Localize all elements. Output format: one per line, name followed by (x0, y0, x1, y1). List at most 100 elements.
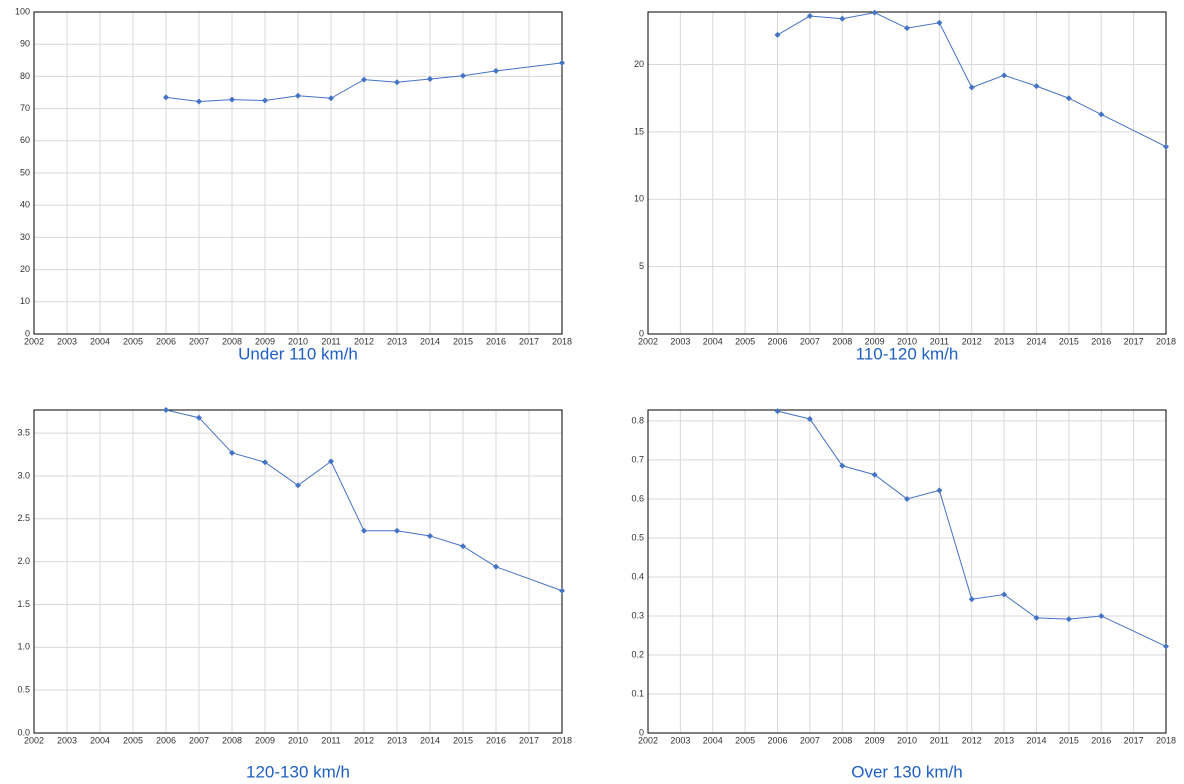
chart-title: Over 130 km/h (851, 762, 963, 781)
data-point (904, 25, 910, 32)
x-tick-label: 2013 (387, 735, 407, 745)
data-point (163, 407, 169, 413)
x-tick-label: 2007 (800, 735, 820, 745)
y-tick-label: 0.8 (631, 415, 644, 425)
x-tick-label: 2010 (288, 336, 308, 346)
x-tick-label: 2016 (1091, 336, 1111, 346)
x-tick-label: 2013 (994, 336, 1014, 346)
x-tick-label: 2012 (354, 735, 374, 745)
y-tick-label: 1.5 (17, 599, 30, 609)
data-line (165, 62, 563, 103)
data-point (1065, 95, 1072, 102)
x-tick-label: 2010 (897, 735, 917, 745)
data-point (493, 563, 499, 570)
plot-frame (647, 409, 1167, 734)
y-tick-label: 15 (634, 126, 644, 136)
x-tick-label: 2005 (123, 735, 143, 745)
x-tick-label: 2009 (255, 735, 275, 745)
y-tick-label: 0.4 (631, 571, 644, 581)
y-tick-label: 0.0 (17, 727, 30, 737)
data-point (1098, 612, 1105, 619)
x-tick-label: 2011 (930, 735, 949, 745)
y-tick-label: 40 (20, 200, 30, 210)
x-tick-label: 2009 (865, 336, 885, 346)
x-tick-label: 2018 (1156, 336, 1176, 346)
x-tick-label: 2006 (156, 735, 176, 745)
x-tick-label: 2016 (486, 735, 506, 745)
data-point (871, 9, 878, 16)
x-tick-label: 2002 (24, 735, 44, 745)
y-tick-label: 3.5 (17, 428, 30, 438)
x-tick-label: 2017 (519, 336, 539, 346)
x-tick-label: 2017 (519, 735, 539, 745)
y-tick-label: 70 (20, 103, 30, 113)
plot-frame (647, 11, 1167, 335)
data-point (196, 98, 202, 105)
x-tick-label: 2003 (57, 735, 77, 745)
x-tick-label: 2003 (57, 336, 77, 346)
data-point (1033, 83, 1040, 90)
x-tick-label: 2004 (703, 735, 723, 745)
x-tick-label: 2018 (552, 336, 572, 346)
y-tick-label: 0.6 (631, 493, 644, 503)
x-tick-label: 2014 (420, 735, 440, 745)
y-tick-label: 0.2 (631, 649, 644, 659)
x-tick-label: 2008 (832, 735, 852, 745)
y-tick-label: 5 (639, 261, 644, 271)
data-point (1163, 143, 1169, 150)
x-tick-label: 2012 (962, 336, 982, 346)
data-point (1163, 643, 1169, 650)
x-tick-label: 2004 (90, 735, 110, 745)
x-tick-label: 2008 (222, 735, 242, 745)
data-point (806, 13, 813, 20)
x-tick-label: 2017 (1124, 336, 1144, 346)
data-point (229, 96, 235, 103)
y-tick-label: 60 (20, 135, 30, 145)
x-tick-label: 2016 (486, 336, 506, 346)
y-tick-label: 2.0 (17, 556, 30, 566)
x-tick-label: 2015 (453, 336, 473, 346)
data-point (328, 95, 334, 102)
data-line (777, 12, 1167, 148)
x-tick-label: 2006 (156, 336, 176, 346)
data-line (165, 409, 563, 592)
data-point (968, 596, 975, 603)
x-tick-label: 2013 (387, 336, 407, 346)
data-point (295, 92, 301, 99)
y-tick-label: 0 (639, 727, 644, 737)
data-point (774, 408, 781, 415)
y-tick-label: 0.5 (631, 532, 644, 542)
data-point (559, 587, 565, 594)
x-tick-label: 2014 (420, 336, 440, 346)
data-point (427, 532, 433, 539)
y-tick-label: 20 (20, 264, 30, 274)
data-point (839, 15, 846, 22)
y-tick-label: 0.7 (631, 454, 644, 464)
data-point (936, 19, 943, 26)
x-tick-label: 2009 (865, 735, 885, 745)
data-point (493, 67, 499, 74)
x-tick-label: 2002 (24, 336, 44, 346)
data-point (262, 97, 268, 104)
x-tick-label: 2014 (1026, 735, 1046, 745)
x-tick-label: 2018 (552, 735, 572, 745)
data-point (559, 59, 565, 66)
x-tick-label: 2005 (123, 336, 143, 346)
x-tick-label: 2014 (1026, 336, 1046, 346)
x-tick-label: 2004 (703, 336, 723, 346)
x-tick-label: 2012 (962, 735, 982, 745)
y-tick-label: 0.5 (17, 685, 30, 695)
y-tick-label: 80 (20, 71, 30, 81)
plot-frame (33, 409, 563, 734)
data-point (1065, 616, 1072, 623)
y-tick-label: 20 (634, 59, 644, 69)
data-point (262, 459, 268, 466)
data-point (361, 76, 367, 83)
x-tick-label: 2007 (800, 336, 820, 346)
x-tick-label: 2011 (321, 735, 340, 745)
x-tick-label: 2007 (189, 336, 209, 346)
x-tick-label: 2002 (638, 336, 658, 346)
y-tick-label: 90 (20, 39, 30, 49)
data-point (328, 458, 334, 465)
x-tick-label: 2013 (994, 735, 1014, 745)
